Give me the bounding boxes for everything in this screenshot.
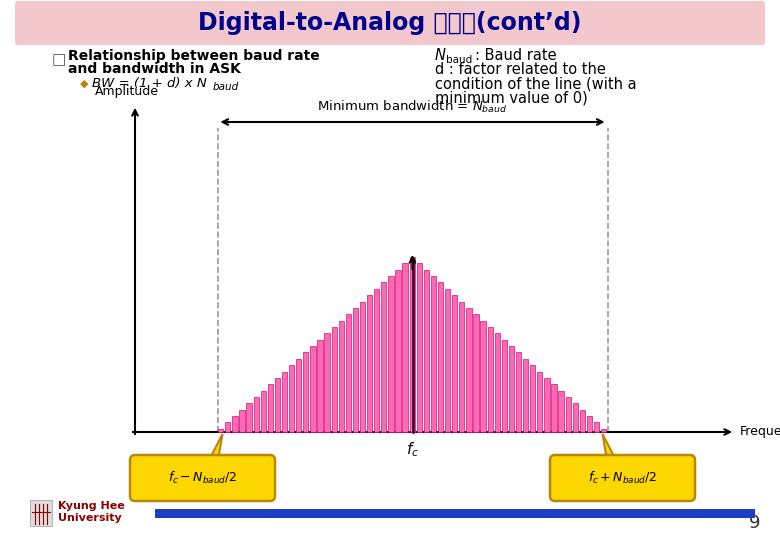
Text: 9: 9 [750, 514, 760, 532]
Bar [402, 264, 408, 432]
Bar [495, 333, 500, 432]
Bar [303, 353, 308, 432]
Text: Frequency: Frequency [740, 426, 780, 438]
Text: condition of the line (with a: condition of the line (with a [435, 77, 636, 91]
Bar [580, 410, 585, 432]
Text: Digital-to-Analog 부호화(cont’d): Digital-to-Analog 부호화(cont’d) [198, 11, 582, 35]
Bar [225, 422, 230, 432]
Bar [388, 276, 394, 432]
Bar [566, 397, 571, 432]
Text: $f_c$: $f_c$ [406, 440, 419, 458]
Bar [459, 301, 464, 432]
Text: University: University [58, 513, 122, 523]
Bar [601, 429, 606, 432]
Bar [324, 333, 330, 432]
Bar [544, 378, 550, 432]
Bar [289, 365, 294, 432]
Bar [275, 378, 280, 432]
Text: d : factor related to the: d : factor related to the [435, 63, 606, 78]
Bar [310, 346, 316, 432]
Bar [431, 276, 436, 432]
Bar [466, 308, 472, 432]
Bar [30, 500, 52, 526]
Bar [509, 346, 514, 432]
Text: minimum value of 0): minimum value of 0) [435, 91, 588, 105]
Bar [332, 327, 337, 432]
Text: BW = (1 + d) x N: BW = (1 + d) x N [92, 78, 207, 91]
Bar [239, 410, 245, 432]
Bar [551, 384, 557, 432]
Bar [558, 390, 564, 432]
Bar [530, 365, 535, 432]
FancyBboxPatch shape [130, 455, 275, 501]
Bar [587, 416, 592, 432]
Text: Kyung Hee: Kyung Hee [58, 501, 125, 511]
Bar [346, 314, 351, 432]
Text: Minimum bandwidth = $\mathit{N}_{baud}$: Minimum bandwidth = $\mathit{N}_{baud}$ [317, 99, 508, 115]
Text: ◆: ◆ [80, 79, 88, 89]
Text: N: N [435, 49, 446, 64]
Bar [232, 416, 238, 432]
Bar [317, 340, 323, 432]
Bar [254, 397, 259, 432]
Bar [424, 269, 429, 432]
Bar [395, 269, 401, 432]
Bar [268, 384, 273, 432]
Bar [296, 359, 301, 432]
Bar [445, 289, 450, 432]
Bar [155, 509, 755, 518]
Text: baud: baud [213, 82, 239, 92]
Bar [374, 289, 379, 432]
Text: and bandwidth in ASK: and bandwidth in ASK [68, 62, 241, 76]
Bar [502, 340, 507, 432]
Text: : Baud rate: : Baud rate [475, 49, 557, 64]
Bar [480, 321, 486, 432]
Bar [473, 314, 479, 432]
Bar [218, 429, 223, 432]
Bar [246, 403, 252, 432]
Bar [282, 372, 287, 432]
Bar [353, 308, 358, 432]
Bar [516, 353, 521, 432]
Text: Amplitude: Amplitude [95, 85, 159, 98]
Bar [261, 390, 266, 432]
Text: $f_c + N_{baud}/2$: $f_c + N_{baud}/2$ [588, 470, 657, 486]
FancyBboxPatch shape [15, 1, 765, 45]
Bar [537, 372, 542, 432]
Text: □: □ [52, 52, 66, 68]
Polygon shape [193, 434, 222, 492]
Polygon shape [602, 434, 633, 492]
Bar [488, 327, 493, 432]
Bar [360, 301, 365, 432]
Bar [523, 359, 528, 432]
Bar [573, 403, 578, 432]
Bar [417, 264, 422, 432]
Bar [381, 282, 386, 432]
Bar [367, 295, 372, 432]
Bar [339, 321, 344, 432]
Bar [594, 422, 599, 432]
Text: $f_c - N_{baud}/2$: $f_c - N_{baud}/2$ [168, 470, 237, 486]
Bar [410, 257, 415, 432]
Bar [452, 295, 457, 432]
Bar [438, 282, 443, 432]
Text: baud: baud [446, 55, 472, 65]
FancyBboxPatch shape [550, 455, 695, 501]
Text: Relationship between baud rate: Relationship between baud rate [68, 49, 320, 63]
